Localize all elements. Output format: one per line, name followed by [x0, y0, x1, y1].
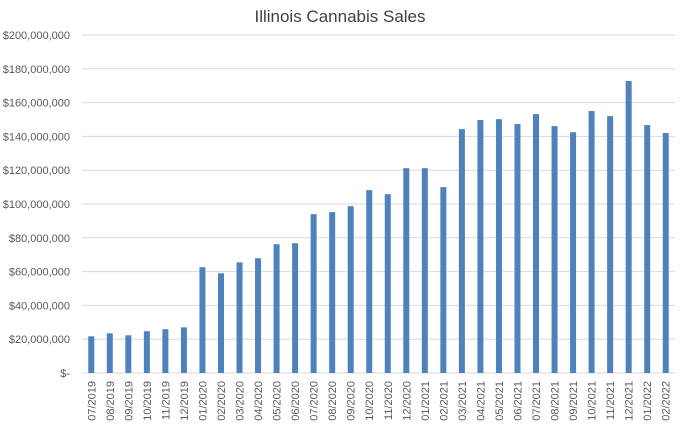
x-tick-label: 08/2021: [550, 381, 562, 421]
y-tick-label: $160,000,000: [3, 98, 70, 110]
x-tick-label: 01/2021: [420, 381, 432, 421]
x-tick-label: 08/2020: [327, 381, 339, 421]
x-tick-label: 12/2021: [624, 381, 636, 421]
bar-05-2021: [495, 119, 502, 373]
bars: [88, 80, 669, 374]
bar-10-2021: [588, 111, 595, 374]
bar-05-2020: [273, 244, 280, 373]
bar-10-2019: [143, 331, 150, 373]
x-tick-label: 02/2021: [438, 381, 450, 421]
x-tick-label: 11/2020: [383, 381, 395, 420]
bar-01-2022: [644, 125, 651, 374]
bar-11-2021: [607, 116, 614, 374]
y-axis-ticks: $- $20,000,000 $40,000,000 $60,000,000 $80,0…: [3, 30, 71, 380]
bar-02-2022: [662, 133, 669, 373]
bar-08-2020: [329, 212, 336, 373]
x-tick-label: 04/2021: [475, 381, 487, 421]
y-tick-label: $80,000,000: [9, 233, 70, 245]
bar-12-2021: [625, 80, 632, 373]
x-tick-label: 01/2020: [197, 381, 209, 421]
y-tick-label: $180,000,000: [3, 64, 70, 76]
x-tick-label: 03/2020: [235, 381, 247, 421]
bar-07-2020: [310, 214, 317, 373]
y-tick-label: $140,000,000: [3, 131, 70, 143]
x-tick-label: 09/2021: [568, 381, 580, 421]
y-tick-label: $100,000,000: [3, 199, 70, 211]
x-tick-label: 08/2019: [105, 381, 117, 421]
x-tick-label: 05/2021: [494, 381, 506, 421]
chart-title: Illinois Cannabis Sales: [254, 7, 425, 26]
y-tick-label: $200,000,000: [3, 30, 70, 42]
x-tick-label: 09/2020: [346, 381, 358, 421]
bar-10-2020: [366, 190, 373, 373]
bar-01-2021: [421, 168, 428, 373]
x-tick-label: 05/2020: [272, 381, 284, 421]
x-tick-label: 10/2019: [142, 381, 154, 421]
y-tick-label: $60,000,000: [9, 267, 70, 279]
x-tick-label: 11/2019: [160, 381, 172, 420]
bar-12-2019: [180, 327, 187, 373]
bar-11-2019: [162, 329, 169, 373]
bar-04-2021: [477, 120, 484, 374]
bar-03-2021: [458, 129, 465, 373]
bar-09-2021: [570, 132, 577, 373]
x-tick-label: 11/2021: [605, 381, 617, 420]
bar-06-2020: [292, 243, 299, 373]
y-tick-label: $120,000,000: [3, 165, 70, 177]
x-tick-label: 12/2019: [179, 381, 191, 421]
bar-02-2020: [217, 273, 224, 373]
bar-02-2021: [440, 187, 447, 373]
x-tick-label: 03/2021: [457, 381, 469, 421]
x-tick-label: 02/2020: [216, 381, 228, 421]
bar-07-2021: [533, 114, 540, 373]
y-tick-label: $-: [60, 368, 70, 380]
x-tick-label: 10/2020: [364, 381, 376, 421]
x-tick-label: 12/2020: [401, 381, 413, 421]
bar-07-2019: [88, 336, 95, 373]
bar-04-2020: [255, 258, 262, 373]
bar-03-2020: [236, 262, 243, 373]
bar-06-2021: [514, 124, 521, 373]
y-tick-label: $20,000,000: [9, 334, 70, 346]
bar-12-2020: [403, 168, 410, 373]
bar-11-2020: [384, 194, 391, 373]
bar-08-2019: [106, 333, 113, 373]
x-tick-label: 09/2019: [123, 381, 135, 421]
x-tick-label: 07/2019: [86, 381, 98, 421]
x-tick-label: 04/2020: [253, 381, 265, 421]
gridlines: [82, 34, 675, 374]
x-tick-label: 07/2021: [531, 381, 543, 421]
bar-01-2020: [199, 267, 206, 373]
bar-09-2020: [347, 206, 354, 373]
x-axis-ticks: 07/2019 08/2019 09/2019 10/2019 11/2019 12/20…: [86, 381, 672, 421]
x-tick-label: 01/2022: [642, 381, 654, 421]
x-tick-label: 10/2021: [587, 381, 599, 421]
x-tick-label: 06/2020: [290, 381, 302, 421]
x-tick-label: 07/2020: [309, 381, 321, 421]
bar-08-2021: [551, 126, 558, 373]
y-tick-label: $40,000,000: [9, 300, 70, 312]
x-tick-label: 06/2021: [512, 381, 524, 421]
bar-09-2019: [125, 335, 132, 373]
x-tick-label: 02/2022: [661, 381, 673, 421]
